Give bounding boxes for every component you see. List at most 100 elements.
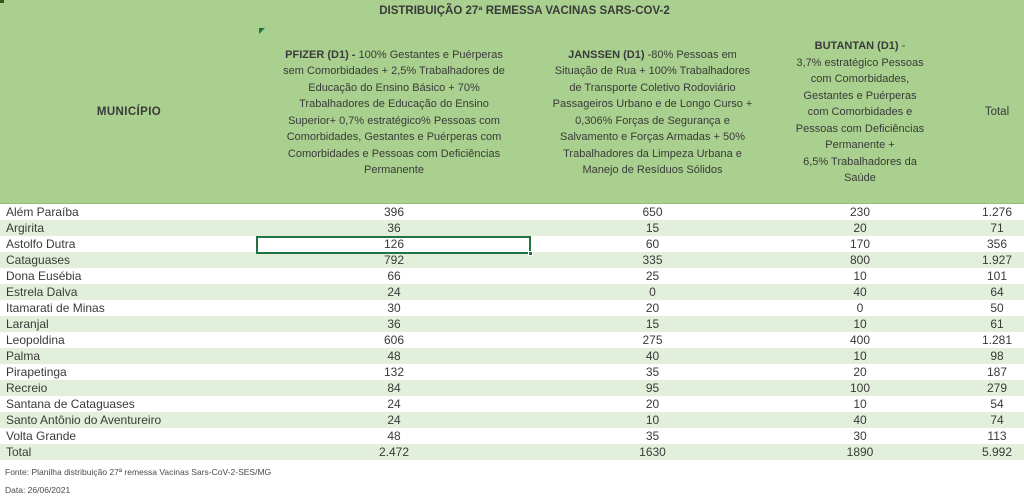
cell-total[interactable]: 1.927	[981, 253, 1013, 267]
cell-municipio[interactable]: Total	[6, 445, 32, 459]
cell-butantan[interactable]: 400	[849, 333, 871, 347]
cell-janssen[interactable]: 335	[642, 253, 663, 267]
corner-mark	[0, 0, 4, 3]
cell-municipio[interactable]: Dona Eusébia	[6, 269, 82, 283]
cell-janssen[interactable]: 25	[645, 269, 660, 283]
table-row: Santana de Cataguases 24 20 10 54	[0, 396, 1024, 412]
cell-total[interactable]: 1.276	[981, 205, 1013, 219]
title-row[interactable]: DISTRIBUIÇÃO 27ª REMESSA VACINAS SARS-CO…	[0, 0, 1024, 22]
cell-pfizer[interactable]: 24	[387, 397, 401, 411]
cell-butantan[interactable]: 230	[849, 205, 871, 219]
cell-butantan[interactable]: 10	[853, 269, 867, 283]
col-header-municipio[interactable]: MUNICÍPIO	[96, 106, 162, 119]
cell-butantan[interactable]: 40	[853, 413, 867, 427]
col-header-total[interactable]: Total	[984, 106, 1010, 119]
cell-butantan[interactable]: 40	[853, 285, 867, 299]
cell-pfizer[interactable]: 30	[387, 301, 401, 315]
cell-municipio[interactable]: Itamarati de Minas	[6, 301, 105, 315]
cell-municipio[interactable]: Estrela Dalva	[6, 285, 78, 299]
cell-butantan[interactable]: 1890	[846, 445, 874, 459]
cell-janssen[interactable]: 15	[645, 317, 660, 331]
cell-total[interactable]: 61	[990, 317, 1004, 331]
cell-pfizer[interactable]: 792	[383, 253, 405, 267]
table-row: Astolfo Dutra 126 60 170 356	[0, 236, 1024, 252]
cell-total[interactable]: 279	[986, 381, 1008, 395]
cell-municipio[interactable]: Argirita	[6, 221, 45, 235]
cell-pfizer[interactable]: 606	[383, 333, 405, 347]
cell-janssen[interactable]: 15	[645, 221, 660, 235]
cell-total[interactable]: 64	[990, 285, 1004, 299]
cell-municipio[interactable]: Palma	[6, 349, 41, 363]
cell-butantan[interactable]: 10	[853, 397, 867, 411]
cell-pfizer[interactable]: 126	[383, 237, 405, 251]
cell-pfizer[interactable]: 24	[387, 413, 401, 427]
cell-municipio[interactable]: Pirapetinga	[6, 365, 67, 379]
cell-total[interactable]: 71	[990, 221, 1004, 235]
cell-flag-icon	[259, 28, 265, 34]
cell-janssen[interactable]: 40	[645, 349, 660, 363]
cell-pfizer[interactable]: 48	[387, 429, 401, 443]
cell-janssen[interactable]: 20	[645, 301, 660, 315]
cell-total[interactable]: 113	[987, 429, 1007, 443]
cell-pfizer[interactable]: 84	[387, 381, 401, 395]
cell-pfizer[interactable]: 48	[387, 349, 401, 363]
cell-municipio[interactable]: Santana de Cataguases	[6, 397, 135, 411]
cell-janssen[interactable]: 0	[649, 285, 656, 299]
cell-butantan[interactable]: 20	[853, 365, 867, 379]
cell-janssen[interactable]: 275	[642, 333, 663, 347]
cell-janssen[interactable]: 650	[642, 205, 663, 219]
cell-pfizer[interactable]: 66	[387, 269, 401, 283]
col-header-janssen[interactable]: JANSSEN (D1) -80% Pessoas em Situação de…	[552, 48, 753, 177]
cell-butantan[interactable]: 10	[853, 349, 867, 363]
cell-pfizer[interactable]: 36	[387, 317, 401, 331]
table-row: Estrela Dalva 24 0 40 64	[0, 284, 1024, 300]
cell-total[interactable]: 187	[986, 365, 1008, 379]
cell-pfizer[interactable]: 396	[383, 205, 405, 219]
table-row: Dona Eusébia 66 25 10 101	[0, 268, 1024, 284]
cell-janssen[interactable]: 20	[645, 397, 660, 411]
cell-butantan[interactable]: 20	[853, 221, 867, 235]
date-note[interactable]: Data: 26/06/2021	[5, 485, 71, 495]
cell-total[interactable]: 1.281	[981, 333, 1013, 347]
cell-total[interactable]: 356	[986, 237, 1008, 251]
cell-butantan[interactable]: 800	[849, 253, 871, 267]
col-header-pfizer[interactable]: PFIZER (D1) - 100% Gestantes e Puérperas…	[258, 22, 530, 203]
cell-municipio[interactable]: Laranjal	[6, 317, 49, 331]
cell-municipio[interactable]: Além Paraíba	[6, 205, 79, 219]
cell-janssen[interactable]: 10	[645, 413, 660, 427]
cell-butantan[interactable]: 100	[849, 381, 871, 395]
cell-total[interactable]: 50	[990, 301, 1004, 315]
cell-total[interactable]: 5.992	[981, 445, 1013, 459]
source-note[interactable]: Fonte: Planilha distribuição 27ª remessa…	[5, 467, 272, 477]
cell-total[interactable]: 74	[990, 413, 1004, 427]
cell-municipio[interactable]: Leopoldina	[6, 333, 65, 347]
cell-butantan[interactable]: 170	[849, 237, 871, 251]
table-row: Argirita 36 15 20 71	[0, 220, 1024, 236]
cell-pfizer[interactable]: 132	[383, 365, 405, 379]
cell-janssen[interactable]: 35	[645, 365, 660, 379]
cell-pfizer[interactable]: 24	[387, 285, 401, 299]
cell-pfizer[interactable]: 36	[387, 221, 401, 235]
cell-municipio[interactable]: Volta Grande	[6, 429, 77, 443]
cell-janssen[interactable]: 1630	[639, 445, 666, 459]
cell-janssen[interactable]: 60	[645, 237, 660, 251]
cell-janssen[interactable]: 95	[645, 381, 660, 395]
cell-pfizer[interactable]: 2.472	[378, 445, 410, 459]
cell-total[interactable]: 54	[990, 397, 1004, 411]
cell-butantan[interactable]: 0	[856, 301, 864, 315]
fill-handle[interactable]	[528, 251, 533, 256]
col-header-butantan[interactable]: BUTANTAN (D1) - 3,7% estratégico Pessoas…	[795, 40, 925, 185]
cell-janssen[interactable]: 35	[645, 429, 660, 443]
table-row: Volta Grande 48 35 30 113	[0, 428, 1024, 444]
cell-municipio[interactable]: Astolfo Dutra	[6, 237, 76, 251]
cell-municipio[interactable]: Santo Antônio do Aventureiro	[6, 413, 162, 427]
cell-total[interactable]: 101	[986, 269, 1008, 283]
cell-total[interactable]: 98	[990, 349, 1004, 363]
footer-notes: Fonte: Planilha distribuição 27ª remessa…	[0, 460, 1024, 496]
cell-municipio[interactable]: Recreio	[6, 381, 48, 395]
cell-butantan[interactable]: 30	[853, 429, 867, 443]
cell-butantan[interactable]: 10	[853, 317, 867, 331]
table-row: Recreio 84 95 100 279	[0, 380, 1024, 396]
cell-municipio[interactable]: Cataguases	[6, 253, 71, 267]
